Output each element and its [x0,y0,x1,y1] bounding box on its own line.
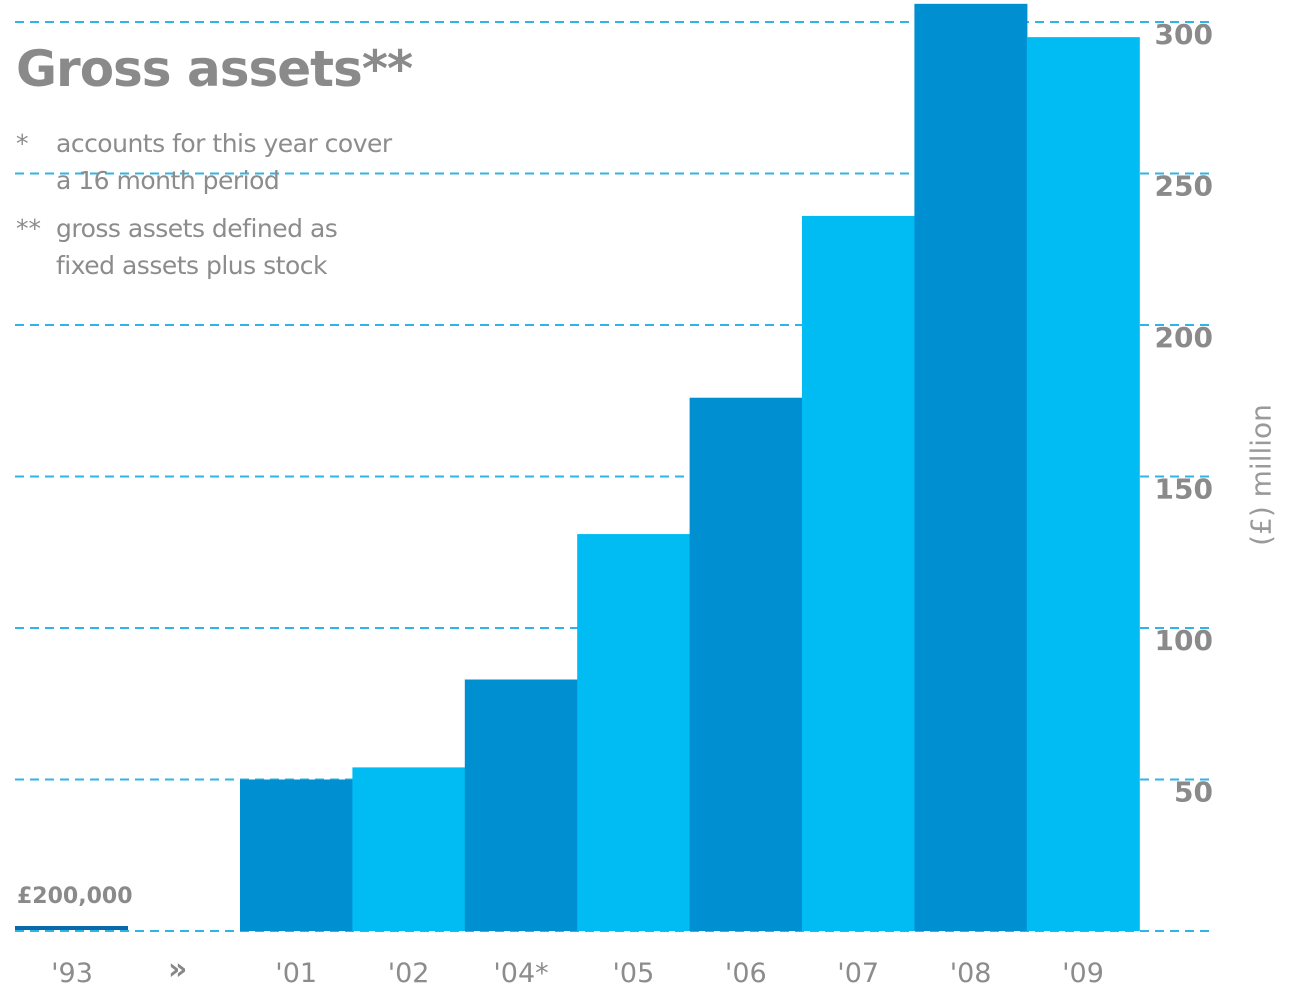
y-axis-label: (£) million [1244,404,1278,546]
bar-7 [1026,37,1140,931]
y-tick-label: 100 [1155,624,1213,657]
x-tick-label: '05 [613,958,655,989]
bar-5 [802,215,915,932]
bar-6 [914,3,1028,931]
bar-0 [240,779,353,931]
bar-3 [577,534,691,931]
bar-93 [15,926,128,930]
x-tick-label: '08 [950,958,992,989]
x-tick-label-93: '93 [51,958,93,989]
x-tick-label: '09 [1062,958,1104,989]
footnote-two-mark: ** [16,214,41,243]
x-tick-label: '04* [493,958,548,989]
footnote-one-mark: * [16,129,29,158]
footnote-two-line-1: gross assets defined as [56,214,338,243]
bar-1 [352,767,466,931]
y-tick-label: 50 [1174,776,1213,809]
y-tick-label: 250 [1155,170,1213,203]
y-tick-label: 300 [1155,18,1213,51]
chart-title: Gross assets** [16,40,413,98]
value-label-93: £200,000 [17,884,133,909]
x-tick-label: '06 [725,958,767,989]
y-tick-label: 200 [1155,321,1213,354]
footnote-one-line-2: a 16 month period [56,166,280,195]
bar-4 [689,397,803,932]
x-tick-label: '01 [275,958,317,989]
footnote-one-line-1: accounts for this year cover [56,129,392,158]
y-tick-label: 150 [1155,473,1213,506]
x-tick-label: '02 [388,958,430,989]
footnote-two-line-2: fixed assets plus stock [56,251,327,280]
axis-break-chevron-icon: » [168,952,188,987]
bar-2 [464,679,578,931]
x-tick-label: '07 [837,958,879,989]
